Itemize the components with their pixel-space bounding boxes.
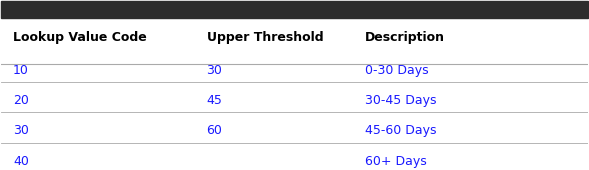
Text: 60: 60 xyxy=(207,124,223,137)
Text: 45-60 Days: 45-60 Days xyxy=(365,124,436,137)
Text: 30-45 Days: 30-45 Days xyxy=(365,94,436,107)
Text: 10: 10 xyxy=(13,64,29,77)
Text: 0-30 Days: 0-30 Days xyxy=(365,64,428,77)
Text: 30: 30 xyxy=(207,64,223,77)
Text: 45: 45 xyxy=(207,94,223,107)
Text: 40: 40 xyxy=(13,155,29,168)
Text: Lookup Value Code: Lookup Value Code xyxy=(13,31,147,44)
Text: Description: Description xyxy=(365,31,445,44)
Text: Upper Threshold: Upper Threshold xyxy=(207,31,323,44)
Text: 30: 30 xyxy=(13,124,29,137)
Text: 60+ Days: 60+ Days xyxy=(365,155,426,168)
Bar xyxy=(1,1,588,18)
Text: 20: 20 xyxy=(13,94,29,107)
